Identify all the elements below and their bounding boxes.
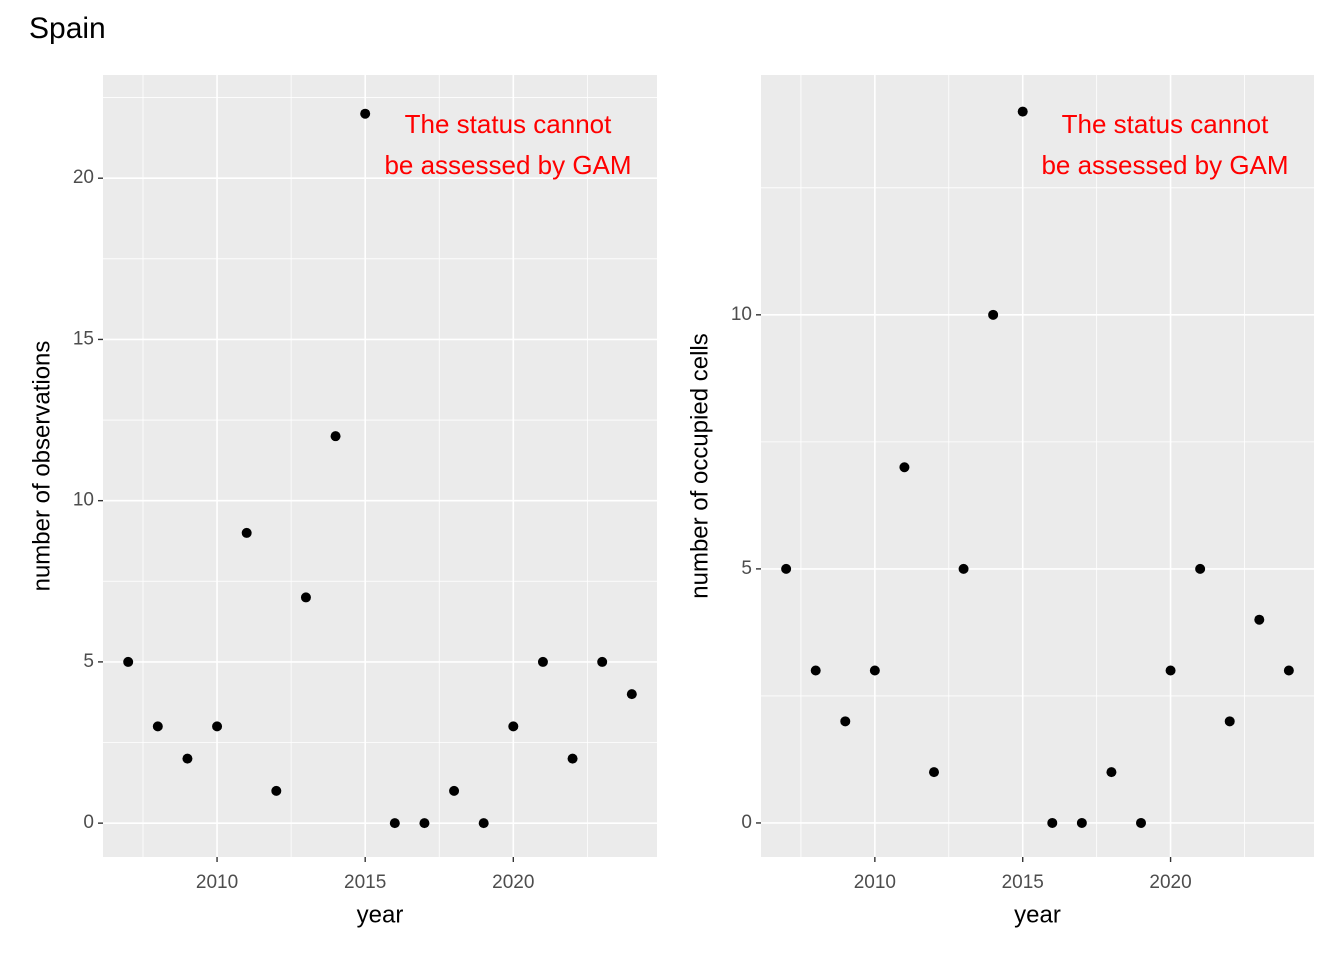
y-tick-label: 15 bbox=[73, 328, 94, 349]
x-tick-label: 2020 bbox=[1149, 872, 1191, 893]
point bbox=[508, 721, 519, 732]
y-tick-label: 10 bbox=[731, 304, 752, 325]
point bbox=[1047, 817, 1058, 828]
x-tick-label: 2010 bbox=[196, 872, 238, 893]
point bbox=[419, 818, 430, 829]
y-tick-label: 5 bbox=[741, 558, 752, 579]
panel bbox=[761, 75, 1314, 857]
point bbox=[988, 309, 999, 320]
point bbox=[810, 665, 821, 676]
point bbox=[241, 527, 252, 538]
panel bbox=[103, 75, 657, 857]
y-tick-label: 5 bbox=[83, 651, 94, 672]
point bbox=[1283, 665, 1294, 676]
point bbox=[478, 818, 489, 829]
x-tick-label: 2015 bbox=[1002, 872, 1044, 893]
y-tick-label: 0 bbox=[83, 812, 94, 833]
point bbox=[1224, 716, 1235, 727]
annotation: The status cannot bbox=[1062, 109, 1269, 139]
point bbox=[840, 716, 851, 727]
x-axis-label: year bbox=[357, 901, 404, 928]
point bbox=[389, 818, 400, 829]
point bbox=[330, 431, 341, 442]
point bbox=[152, 721, 163, 732]
point bbox=[869, 665, 880, 676]
annotation: be assessed by GAM bbox=[384, 150, 631, 180]
point bbox=[626, 689, 637, 700]
point bbox=[1076, 817, 1087, 828]
page-title: Spain bbox=[29, 12, 106, 45]
y-axis-label: number of occupied cells bbox=[686, 333, 713, 598]
y-tick-label: 10 bbox=[73, 490, 94, 511]
y-tick-label: 20 bbox=[73, 167, 94, 188]
point bbox=[1165, 665, 1176, 676]
x-axis-label: year bbox=[1014, 901, 1061, 928]
y-axis-label: number of observations bbox=[28, 341, 55, 592]
point bbox=[1254, 614, 1265, 625]
point bbox=[537, 656, 548, 667]
point bbox=[928, 767, 939, 778]
point bbox=[899, 462, 910, 473]
point bbox=[360, 108, 371, 119]
point bbox=[271, 785, 282, 796]
x-tick-label: 2020 bbox=[492, 872, 534, 893]
point bbox=[300, 592, 311, 603]
point bbox=[182, 753, 193, 764]
point bbox=[597, 656, 608, 667]
point bbox=[781, 563, 792, 574]
point bbox=[123, 656, 134, 667]
point bbox=[958, 563, 969, 574]
point bbox=[567, 753, 578, 764]
x-tick-label: 2010 bbox=[854, 872, 896, 893]
annotation: The status cannot bbox=[405, 109, 612, 139]
point bbox=[212, 721, 223, 732]
point bbox=[1195, 563, 1206, 574]
y-tick-label: 0 bbox=[741, 812, 752, 833]
point bbox=[1017, 106, 1028, 117]
point bbox=[449, 785, 460, 796]
point bbox=[1136, 817, 1147, 828]
annotation: be assessed by GAM bbox=[1041, 150, 1288, 180]
x-tick-label: 2015 bbox=[344, 872, 386, 893]
point bbox=[1106, 767, 1117, 778]
